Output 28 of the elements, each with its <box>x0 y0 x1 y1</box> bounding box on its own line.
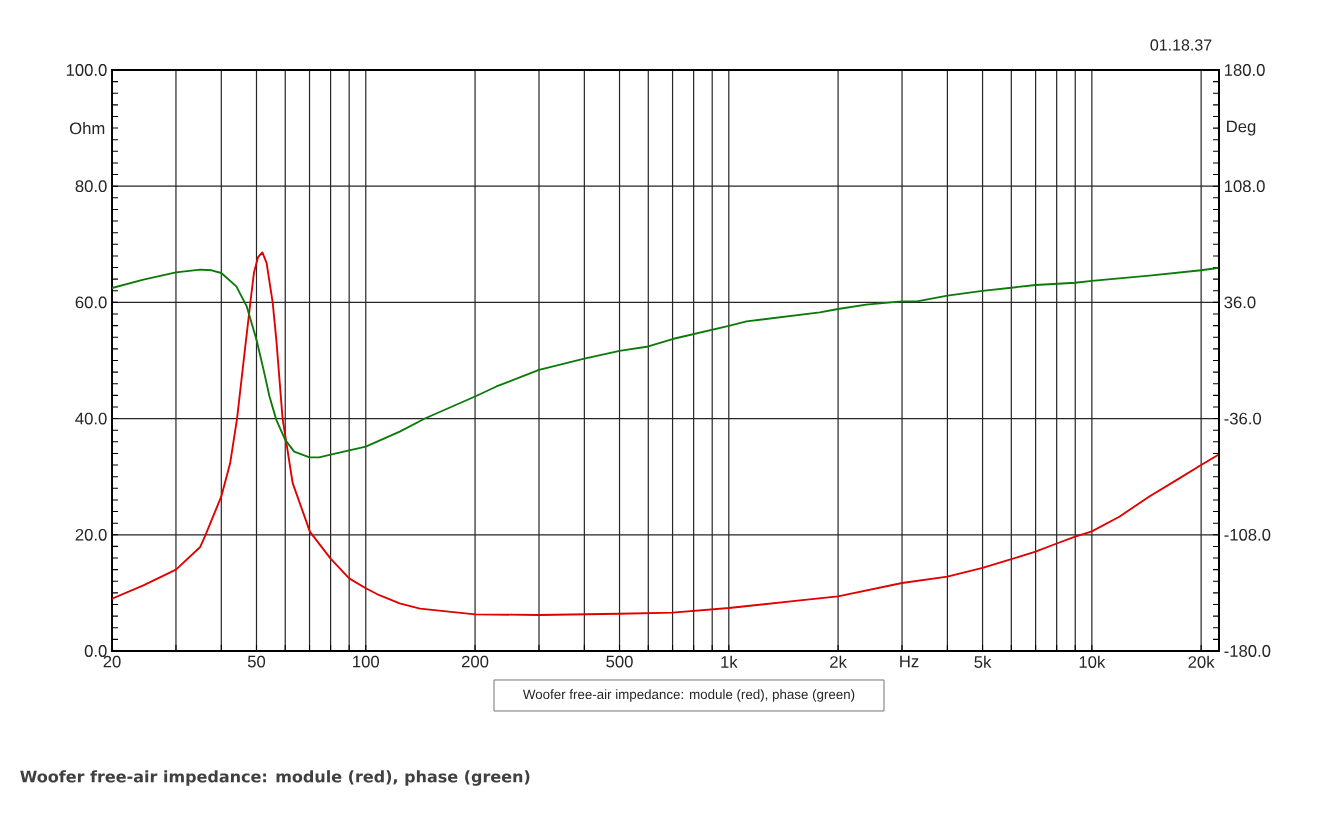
x-tick-label: 500 <box>606 655 633 668</box>
y2-tick-label: -180.0 <box>1224 645 1271 657</box>
x-tick-label: 50 <box>247 655 266 668</box>
x-axis-title: Hz <box>900 655 919 668</box>
y-tick-label: 20.0 <box>75 528 107 541</box>
y-tick-label: 80.0 <box>75 180 107 193</box>
x-tick-label: 200 <box>461 655 489 668</box>
y2-tick-label: 108.0 <box>1224 180 1265 193</box>
text: Woofer free-air impedance: module (red), phase (green) <box>522 689 855 702</box>
y-tick-label: 60.0 <box>75 296 107 309</box>
y-tick-label: 100.0 <box>66 64 107 76</box>
y2-tick-label: -36.0 <box>1224 412 1262 425</box>
y2-tick-label: 180.0 <box>1224 64 1265 76</box>
y-tick-label: 0.0 <box>84 645 107 657</box>
y2-tick-label: 36.0 <box>1224 296 1256 309</box>
x-tick-label: 20 <box>103 655 121 668</box>
x-tick-label: 20k <box>1188 655 1215 668</box>
x-tick-label: 5k <box>974 655 992 668</box>
y2-axis-title: Deg <box>1227 120 1256 136</box>
x-tick-label: 100 <box>353 655 380 668</box>
y-tick-label: 40.0 <box>75 412 107 425</box>
y-axis-title: Ohm <box>69 121 105 135</box>
y2-tick-label: -108.0 <box>1224 528 1271 541</box>
text: 01.18.37 <box>1150 39 1212 51</box>
x-tick-label: 1k <box>721 655 738 668</box>
x-tick-label: 10k <box>1079 655 1106 668</box>
text: Woofer free-air impedance: module (red), phase (green) <box>20 770 530 786</box>
x-tick-label: 2k <box>830 655 847 668</box>
